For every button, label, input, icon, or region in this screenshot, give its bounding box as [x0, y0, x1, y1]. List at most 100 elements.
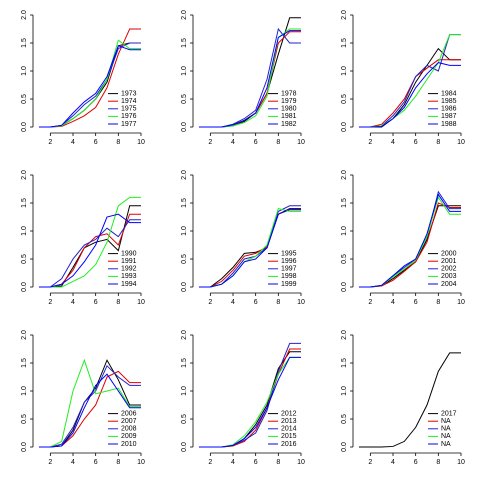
legend-label: 1990	[121, 250, 137, 257]
legend-label: 1987	[441, 113, 457, 120]
series-line	[39, 373, 141, 448]
legend-label: 1996	[281, 258, 297, 265]
series-line	[199, 356, 301, 448]
legend-label: 2010	[121, 441, 137, 448]
x-tick-label: 10	[457, 299, 465, 306]
x-tick-label: 2	[368, 139, 372, 146]
legend-label: 1988	[441, 121, 457, 128]
x-tick-label: 2	[208, 139, 212, 146]
series-line	[39, 45, 141, 128]
legend-label: 1986	[441, 106, 457, 113]
y-tick-label: 0.5	[181, 254, 188, 264]
x-tick-label: 6	[414, 299, 418, 306]
x-tick-label: 2	[208, 299, 212, 306]
y-tick-label: 1.0	[341, 66, 348, 76]
x-tick-label: 10	[297, 459, 305, 466]
legend-label: 2012	[281, 410, 297, 417]
y-tick-label: 1.0	[21, 66, 28, 76]
legend-label: 1981	[281, 113, 297, 120]
y-tick-label: 0.5	[181, 414, 188, 424]
x-tick-label: 8	[276, 299, 280, 306]
y-tick-label: 2.0	[341, 330, 348, 340]
legend-label: 1978	[281, 90, 297, 97]
legend-label: 1991	[121, 258, 137, 265]
x-tick-label: 2	[48, 299, 52, 306]
x-tick-label: 2	[208, 459, 212, 466]
legend-label: 2003	[441, 273, 457, 280]
legend-label: 1997	[281, 266, 297, 273]
x-tick-label: 6	[94, 139, 98, 146]
x-tick-label: 10	[137, 459, 145, 466]
legend-label: 1976	[121, 113, 137, 120]
x-tick-label: 8	[116, 299, 120, 306]
y-tick-label: 1.0	[341, 226, 348, 236]
legend-label: 1973	[121, 90, 137, 97]
y-tick-label: 1.0	[341, 386, 348, 396]
y-tick-label: 0.0	[341, 442, 348, 452]
legend-label: 1975	[121, 106, 137, 113]
x-tick-label: 4	[231, 299, 235, 306]
x-tick-label: 4	[391, 139, 395, 146]
legend-label: 1979	[281, 98, 297, 105]
y-tick-label: 2.0	[181, 10, 188, 20]
legend-label: 1995	[281, 250, 297, 257]
x-tick-label: 6	[94, 459, 98, 466]
x-tick-label: 8	[436, 459, 440, 466]
y-tick-label: 2.0	[341, 10, 348, 20]
y-tick-label: 1.5	[341, 358, 348, 368]
y-tick-label: 1.5	[341, 198, 348, 208]
y-tick-label: 1.5	[21, 358, 28, 368]
legend-label: 1999	[281, 281, 297, 288]
y-tick-label: 0.5	[181, 94, 188, 104]
series-line	[39, 196, 141, 288]
y-tick-label: 2.0	[21, 330, 28, 340]
y-tick-label: 0.0	[21, 442, 28, 452]
x-tick-label: 10	[457, 139, 465, 146]
y-tick-label: 2.0	[341, 170, 348, 180]
x-tick-label: 4	[71, 459, 75, 466]
y-tick-label: 2.0	[21, 10, 28, 20]
legend-label: 1992	[121, 266, 137, 273]
x-tick-label: 4	[391, 299, 395, 306]
x-tick-label: 2	[368, 459, 372, 466]
x-tick-label: 4	[71, 299, 75, 306]
x-tick-label: 8	[436, 299, 440, 306]
y-tick-label: 1.5	[21, 198, 28, 208]
x-tick-label: 6	[414, 139, 418, 146]
legend-label: 1994	[121, 281, 137, 288]
legend-label: NA	[441, 441, 451, 448]
legend-label: NA	[441, 426, 451, 433]
x-tick-label: 10	[297, 139, 305, 146]
y-tick-label: 1.0	[21, 226, 28, 236]
series-line	[359, 193, 461, 288]
x-tick-label: 2	[368, 299, 372, 306]
y-tick-label: 0.0	[181, 122, 188, 132]
x-tick-label: 6	[254, 139, 258, 146]
series-line	[359, 352, 461, 448]
series-line	[39, 358, 141, 448]
y-tick-label: 2.0	[181, 170, 188, 180]
y-tick-label: 1.5	[341, 38, 348, 48]
x-tick-label: 10	[137, 139, 145, 146]
x-tick-label: 8	[116, 459, 120, 466]
x-tick-label: 8	[116, 139, 120, 146]
y-tick-label: 1.0	[181, 386, 188, 396]
series-line	[359, 59, 461, 128]
legend-label: 1993	[121, 273, 137, 280]
legend-label: NA	[441, 433, 451, 440]
y-tick-label: 0.0	[341, 282, 348, 292]
legend-label: 2017	[441, 410, 457, 417]
y-tick-label: 0.5	[21, 94, 28, 104]
x-tick-label: 8	[276, 459, 280, 466]
panel: 0.0 0.5 1.0 1.5 2.0 2 4 6 8 10 1995199619971998199…	[181, 170, 305, 306]
legend-label: 2016	[281, 441, 297, 448]
legend-label: 1985	[441, 98, 457, 105]
y-tick-label: 1.5	[21, 38, 28, 48]
legend-label: 1982	[281, 121, 297, 128]
legend-label: 2008	[121, 426, 137, 433]
panel: 0.0 0.5 1.0 1.5 2.0 2 4 6 8 10 2000200120022003200…	[341, 170, 465, 306]
x-tick-label: 4	[391, 459, 395, 466]
legend-label: NA	[441, 418, 451, 425]
